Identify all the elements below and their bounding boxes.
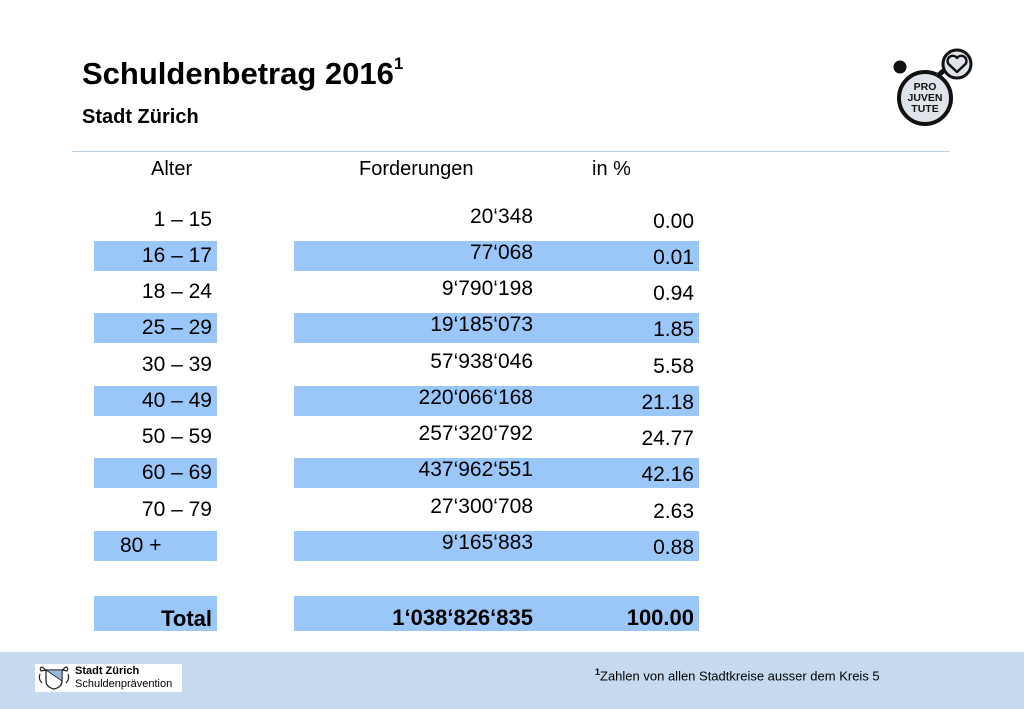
amount-cell: 19‘185‘073 bbox=[294, 313, 539, 343]
footnote-text: Zahlen von allen Stadtkreise ausser dem … bbox=[600, 668, 880, 684]
age-cell: 25 – 29 bbox=[94, 313, 217, 343]
pct-cell: 24.77 bbox=[641, 427, 694, 450]
pct-cell: 0.01 bbox=[539, 241, 699, 271]
age-cell: 80 + bbox=[94, 531, 217, 561]
footer-logo-line-1: Stadt Zürich bbox=[75, 665, 140, 677]
pct-cell: 21.18 bbox=[539, 386, 699, 416]
amount-cell: 27‘300‘708 bbox=[430, 495, 533, 518]
page-subtitle: Stadt Zürich bbox=[82, 106, 199, 128]
age-cell: 50 – 59 bbox=[141, 425, 212, 448]
amount-cell: 9‘165‘883 bbox=[294, 531, 539, 561]
pct-cell: 5.58 bbox=[653, 355, 694, 378]
footer-logo-line-2: Schuldenprävention bbox=[75, 678, 173, 690]
heart-icon bbox=[946, 54, 968, 74]
amount-cell: 57‘938‘046 bbox=[430, 350, 533, 373]
amount-cell: 437‘962‘551 bbox=[294, 458, 539, 488]
column-header-amount: Forderungen bbox=[359, 158, 474, 180]
age-cell: 30 – 39 bbox=[141, 353, 212, 376]
age-cell: 16 – 17 bbox=[94, 241, 217, 271]
title-footnote-mark: 1 bbox=[393, 53, 404, 73]
pct-cell: 0.88 bbox=[539, 531, 699, 561]
footnote: 1Zahlen von allen Stadtkreise ausser dem… bbox=[595, 667, 880, 683]
column-header-age: Alter bbox=[151, 158, 193, 180]
pct-cell: 2.63 bbox=[653, 500, 694, 523]
amount-cell: 77‘068 bbox=[294, 241, 539, 271]
column-header-pct: in % bbox=[592, 158, 631, 180]
amount-cell: 20‘348 bbox=[469, 205, 533, 228]
age-cell: 40 – 49 bbox=[94, 386, 217, 416]
pct-cell: 0.00 bbox=[653, 210, 694, 233]
total-label: Total bbox=[94, 596, 217, 631]
pct-cell: 42.16 bbox=[539, 458, 699, 488]
amount-cell: 220‘066‘168 bbox=[294, 386, 539, 416]
logo-line-3: TUTE bbox=[911, 103, 938, 115]
stadt-zuerich-logo: Stadt Zürich Schuldenprävention bbox=[35, 664, 182, 692]
age-cell: 18 – 24 bbox=[141, 280, 212, 303]
footnote-mark: 1 bbox=[595, 667, 601, 677]
age-cell: 60 – 69 bbox=[94, 458, 217, 488]
logo-line-1: PRO bbox=[914, 81, 937, 93]
amount-cell: 9‘790‘198 bbox=[441, 277, 533, 300]
zurich-crest-icon bbox=[38, 666, 70, 690]
pct-cell: 1.85 bbox=[539, 313, 699, 343]
pro-juventute-logo: PRO JUVEN TUTE bbox=[893, 48, 973, 126]
age-cell: 70 – 79 bbox=[141, 498, 212, 521]
header-divider bbox=[72, 151, 950, 152]
title-text: Schuldenbetrag 2016 bbox=[82, 56, 394, 91]
page-title: Schuldenbetrag 20161 bbox=[82, 53, 404, 92]
age-cell: 1 – 15 bbox=[153, 208, 212, 231]
logo-line-2: JUVEN bbox=[907, 92, 942, 104]
total-amount: 1‘038‘826‘835 bbox=[294, 596, 539, 631]
total-pct: 100.00 bbox=[539, 596, 699, 631]
amount-cell: 257‘320‘792 bbox=[418, 422, 533, 445]
pct-cell: 0.94 bbox=[653, 282, 694, 305]
